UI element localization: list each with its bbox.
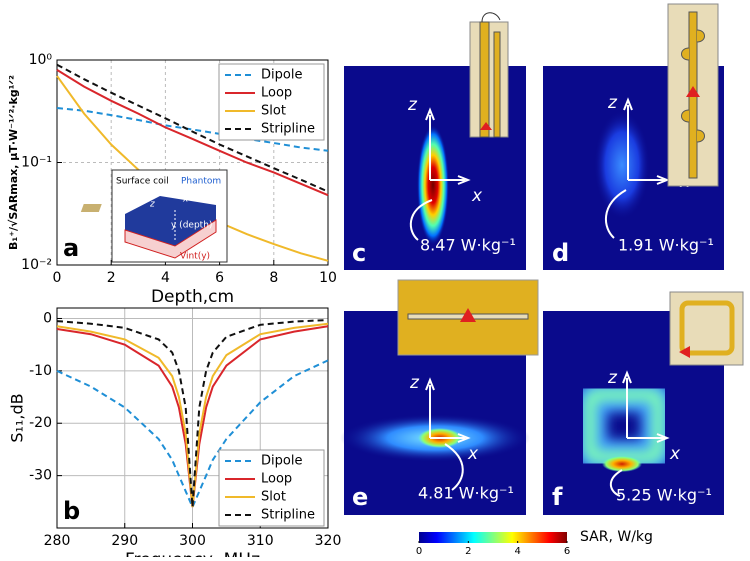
inset-text: x — [182, 195, 189, 205]
panel-letter: a — [63, 234, 79, 262]
inset: Surface coil Phantom y (depth) Vint(y) z… — [80, 169, 228, 263]
inset-text: z — [149, 200, 155, 210]
x-tick-label: 8 — [269, 270, 278, 286]
y-tick-label: -10 — [29, 363, 52, 379]
panel-letter: e — [352, 483, 368, 511]
y-tick-label: -20 — [29, 415, 52, 431]
legend-label: Slot — [261, 104, 286, 119]
panel-letter: d — [552, 239, 569, 267]
legend-label: Loop — [261, 472, 292, 487]
x-tick-label: 0 — [53, 270, 62, 286]
legend-frame — [218, 63, 325, 141]
x-tick-label: 10 — [319, 270, 337, 286]
legend-label: Loop — [261, 86, 292, 101]
axis-x: x — [471, 186, 483, 206]
plot-frame — [56, 307, 329, 529]
x-tick-label: 310 — [247, 533, 274, 549]
axis-z: z — [409, 373, 420, 393]
inset-text: Surface coil — [116, 177, 169, 187]
panel-e: z x 4.81 W·kg⁻¹ e — [340, 279, 539, 515]
series-line — [56, 69, 329, 197]
y-tick-label: 10⁰ — [29, 52, 53, 68]
x-tick-label: 6 — [215, 270, 224, 286]
panel-letter: f — [552, 483, 563, 511]
axis-z: z — [607, 93, 618, 113]
panel-letter: c — [352, 239, 366, 267]
y-tick-label: 0 — [43, 310, 52, 326]
series-line — [56, 322, 329, 508]
chart: 280 290 300 310 320 -30 -20 -10 0 Dipole Loop Slot S… — [8, 307, 342, 561]
chart: 0 2 4 6 8 10 10⁻² 10⁻¹ 10⁰ Dipole Loop Slot Striplin… — [7, 52, 337, 307]
y-tick-label: 10⁻¹ — [21, 155, 52, 171]
axis-z: z — [407, 95, 418, 115]
panel-letter: b — [63, 497, 80, 525]
y-tick-label: 10⁻² — [21, 257, 52, 273]
x-tick-label: 300 — [179, 533, 206, 549]
legend-label: Stripline — [261, 122, 315, 137]
colorbar: SAR, W/kg 0 2 4 6 — [416, 529, 653, 557]
sar-label: 5.25 W·kg⁻¹ — [616, 486, 712, 505]
axis-x: x — [467, 444, 479, 464]
legend-label: Dipole — [261, 454, 302, 469]
x-tick-label: 280 — [44, 533, 71, 549]
colorbar-tick-label: 0 — [416, 546, 422, 557]
x-tick-label: 4 — [161, 270, 170, 286]
x-tick-label: 2 — [107, 270, 116, 286]
y-tick-label: -30 — [29, 468, 52, 484]
x-axis-title: Depth,cm — [151, 287, 234, 307]
x-axis-title: Frequency, MHz — [125, 550, 260, 557]
panel-c: z x 8.47 W·kg⁻¹ c — [344, 12, 526, 270]
y-axis-title: S₁₁,dB — [8, 393, 27, 442]
colorbar-tick-label: 2 — [465, 546, 471, 557]
legend-label: Slot — [261, 490, 286, 505]
sar-label: 1.91 W·kg⁻¹ — [618, 236, 714, 255]
legend-label: Dipole — [261, 68, 302, 83]
inset-text: Phantom — [181, 177, 221, 187]
axis-z: z — [607, 368, 618, 388]
colorbar-tick-label: 6 — [564, 546, 570, 557]
legend-label: Stripline — [261, 508, 315, 523]
y-axis-title: B₁⁺/√SARmax, μT·W⁻¹ᐟ²·kg¹ᐟ² — [7, 75, 20, 250]
series-line — [56, 359, 329, 510]
series-line — [56, 319, 329, 508]
plot-frame — [56, 59, 329, 266]
sar-label: 8.47 W·kg⁻¹ — [420, 236, 516, 255]
axis-x: x — [669, 444, 681, 464]
legend-frame — [218, 449, 325, 527]
panel-d: z x 1.91 W·kg⁻¹ d — [543, 3, 724, 270]
panel-f: z x 5.25 W·kg⁻¹ f — [543, 291, 744, 515]
inset-text: Vint(y) — [180, 252, 210, 262]
inset-text: y (depth) — [171, 221, 212, 231]
colorbar-tick-label: 4 — [514, 546, 520, 557]
x-tick-label: 290 — [111, 533, 138, 549]
x-tick-label: 320 — [315, 533, 342, 549]
series-line — [56, 107, 329, 152]
series-line — [56, 63, 329, 193]
colorbar-label: SAR, W/kg — [580, 529, 653, 545]
sar-label: 4.81 W·kg⁻¹ — [418, 484, 514, 503]
